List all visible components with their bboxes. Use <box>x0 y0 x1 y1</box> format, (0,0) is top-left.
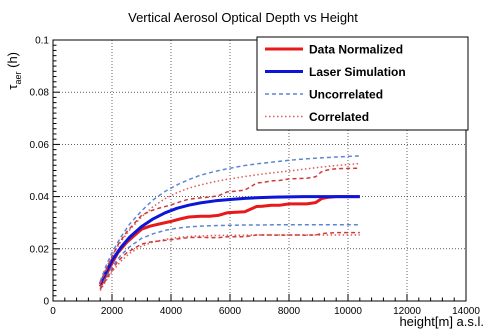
y-axis-label: τaer (h) <box>5 52 23 90</box>
x-axis-label: height[m] a.s.l. <box>399 314 484 329</box>
x-tick-label: 4000 <box>160 306 183 317</box>
legend-label-correlated: Correlated <box>309 110 369 124</box>
legend: Data Normalized Laser Simulation Uncorrela… <box>256 36 469 131</box>
legend-label-laser-simulation: Laser Simulation <box>309 65 406 79</box>
y-tick-label: 0.02 <box>30 244 50 255</box>
x-tick-label: 6000 <box>219 306 242 317</box>
y-tick-label: 0 <box>43 297 49 308</box>
y-tick-label: 0.08 <box>30 88 50 99</box>
x-tick-label: 10000 <box>334 306 362 317</box>
y-tick-label: 0.1 <box>35 36 49 47</box>
series-line-uncorrelated <box>99 155 360 282</box>
y-tick-label: 0.04 <box>30 192 50 203</box>
legend-label-data-normalized: Data Normalized <box>309 43 403 57</box>
chart-title: Vertical Aerosol Optical Depth vs Height <box>128 10 358 25</box>
x-tick-label: 12000 <box>393 306 421 317</box>
legend-box <box>256 36 469 131</box>
series-line-data-normalized-lower <box>99 231 360 290</box>
x-tick-label: 8000 <box>278 306 301 317</box>
x-tick-label: 14000 <box>452 306 480 317</box>
series-line-data-normalized <box>98 195 360 288</box>
series-line-correlated <box>99 162 360 283</box>
series-line-uncorrelated-lower <box>99 224 360 289</box>
y-tick-labels: 0 0.02 0.04 0.06 0.08 0.1 <box>30 36 50 308</box>
y-axis-suffix: (h) <box>5 52 20 72</box>
x-tick-label: 2000 <box>101 306 124 317</box>
y-tick-label: 0.06 <box>30 140 50 151</box>
legend-label-uncorrelated: Uncorrelated <box>309 88 383 102</box>
x-tick-labels: 0 2000 4000 6000 8000 10000 12000 14000 <box>50 306 480 317</box>
series-line-data-normalized-upper <box>99 167 360 285</box>
x-tick-label: 0 <box>50 306 56 317</box>
series-layer <box>98 155 360 291</box>
y-axis-symbol: τ <box>5 84 20 90</box>
y-axis-subscript: aer <box>13 72 23 85</box>
series-line-laser-simulation <box>98 195 360 285</box>
